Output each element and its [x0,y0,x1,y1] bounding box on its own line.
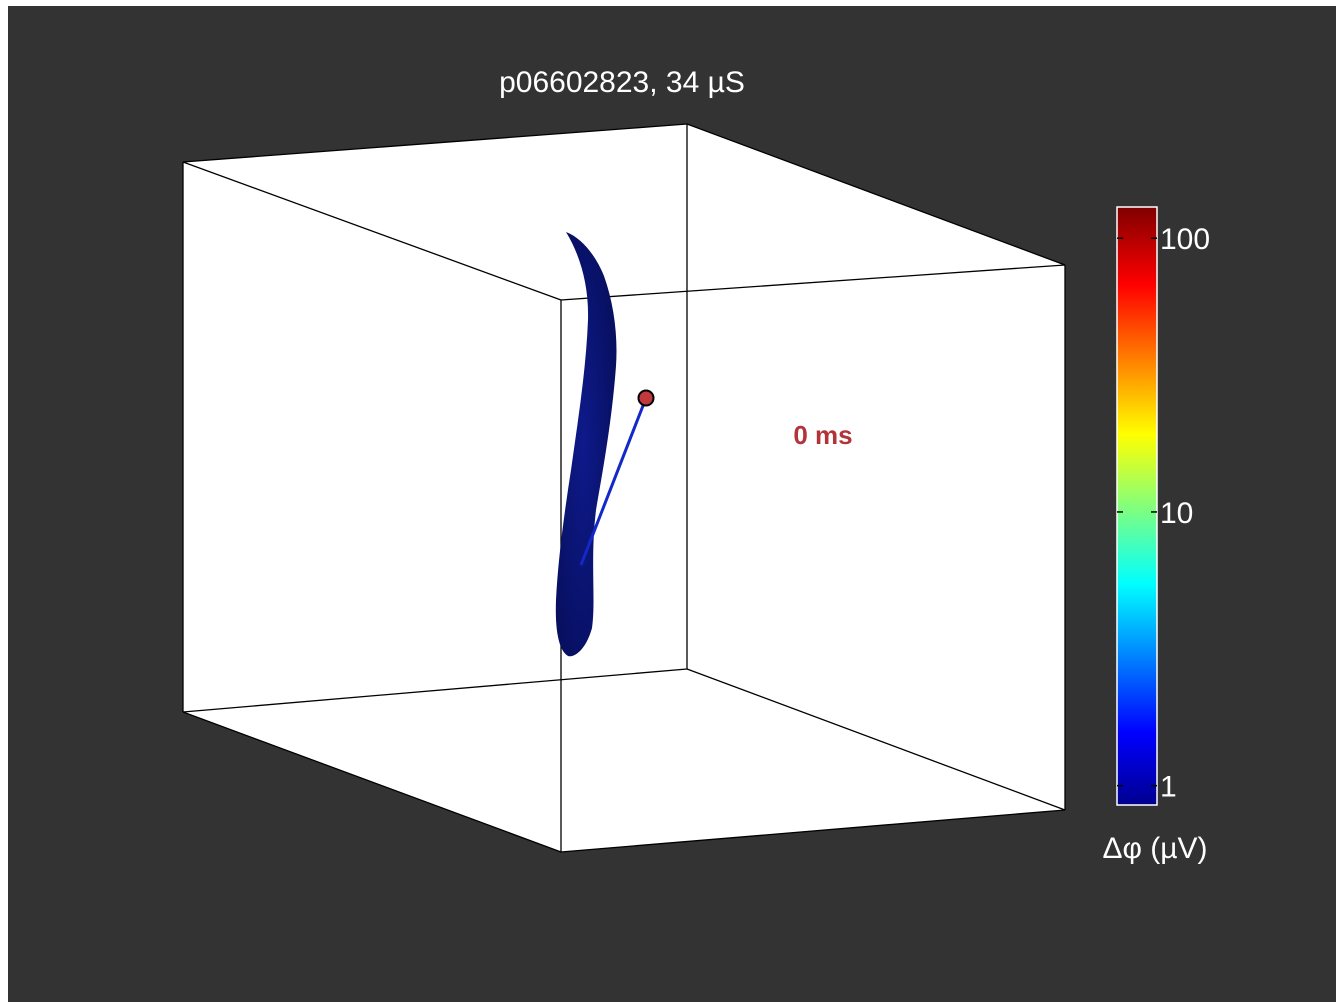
box-edge [182,711,562,853]
axes-box [182,123,1066,853]
colorbar-tick-label: 100 [1160,223,1210,256]
box-edge [182,668,688,713]
colorbar-label: Δφ (µV) [1102,832,1207,865]
colorbar-ticks: 1 10 100 [1117,223,1210,804]
box-edge [686,668,1066,811]
stimulation-point-marker [637,389,655,407]
colorbar: 1 10 100 Δφ (µV) [1102,206,1210,865]
colorbar-tick-label: 1 [1160,771,1177,804]
box-edge [560,809,1066,853]
time-annotation: 0 ms [793,420,852,450]
colorbar-gradient [1116,206,1158,806]
box-edge [686,123,1066,266]
box-bottom-face [183,669,1065,852]
electrode-line [579,397,648,566]
box-left-face [183,162,561,852]
chart-title: p06602823, 34 µS [499,66,745,99]
box-edge [182,161,562,301]
box-edge [182,123,688,163]
box-edge [560,264,1066,301]
isosurface-blob [555,232,617,657]
colorbar-tick-label: 10 [1160,497,1193,530]
box-top-face [183,124,1065,300]
